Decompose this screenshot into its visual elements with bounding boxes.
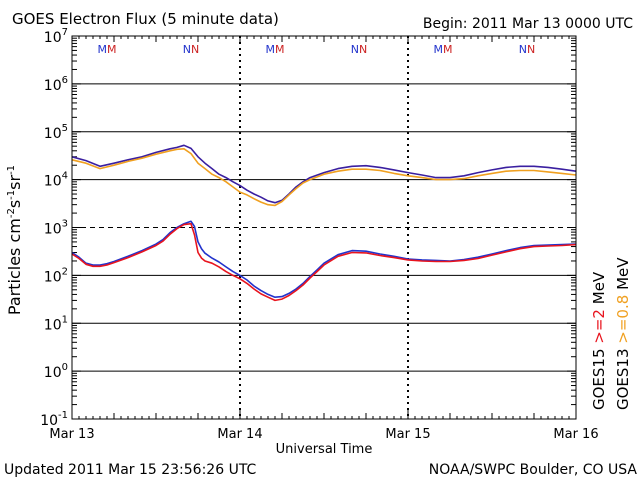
local-time-markers: MM NN MM NN MM NN — [98, 43, 536, 56]
y-tick-label: 104 — [44, 171, 68, 190]
data-series — [71, 144, 577, 302]
local-time-marker: NN — [183, 43, 199, 56]
x-tick-labels: Mar 13 Mar 14 Mar 15 Mar 16 — [49, 427, 598, 442]
y-tick-label: 100 — [44, 362, 68, 381]
y-tick-label: 102 — [44, 266, 68, 285]
y-tick-label: 106 — [44, 75, 68, 94]
local-time-marker: MM — [434, 43, 453, 56]
local-time-marker: MM — [266, 43, 285, 56]
legend-entry: GOES15 — [590, 344, 608, 410]
series-goes15-0-8-mev — [71, 144, 577, 204]
y-axis-label: Particles cm-2s-1sr-1 — [5, 165, 24, 315]
y-tick-label: 105 — [44, 123, 68, 142]
local-time-marker: NN — [519, 43, 535, 56]
local-time-marker: NN — [351, 43, 367, 56]
plot-frame — [71, 35, 577, 420]
updated-label: Updated 2011 Mar 15 23:56:26 UTC — [4, 462, 257, 478]
y-tick-label: 103 — [44, 219, 68, 238]
chart-title: GOES Electron Flux (5 minute data) — [12, 10, 279, 28]
credit-label: NOAA/SWPC Boulder, CO USA — [429, 462, 638, 478]
x-tick-label: Mar 14 — [217, 427, 262, 442]
begin-label: Begin: 2011 Mar 13 0000 UTC — [423, 16, 633, 32]
legend-entry: MeV — [614, 257, 632, 295]
series-goes13-0-8-mev — [71, 148, 577, 207]
y-tick-label: 101 — [44, 314, 68, 333]
y-tick-labels: 10-1 100 101 102 103 104 105 106 107 — [40, 27, 68, 429]
x-axis-label: Universal Time — [276, 442, 373, 457]
y-tick-label: 107 — [44, 27, 68, 46]
local-time-marker: MM — [98, 43, 117, 56]
y-tick-label: 10-1 — [40, 410, 68, 429]
gridlines — [72, 36, 576, 419]
legend-entry: >=2 — [590, 309, 608, 344]
x-tick-label: Mar 16 — [553, 427, 598, 442]
legend-entry: GOES13 — [614, 344, 632, 410]
x-tick-label: Mar 15 — [385, 427, 430, 442]
series-goes13-2-mev — [71, 222, 577, 302]
legend-entry: MeV — [590, 271, 608, 309]
x-tick-label: Mar 13 — [49, 427, 94, 442]
legend-entry: >=0.8 — [614, 295, 632, 344]
tick-marks — [71, 35, 577, 420]
legend-column-2: GOES13 >=0.8 MeV — [614, 257, 632, 410]
legend-column-1: GOES15 >=2 MeV — [590, 271, 608, 410]
series-goes15-2-mev — [71, 220, 577, 299]
